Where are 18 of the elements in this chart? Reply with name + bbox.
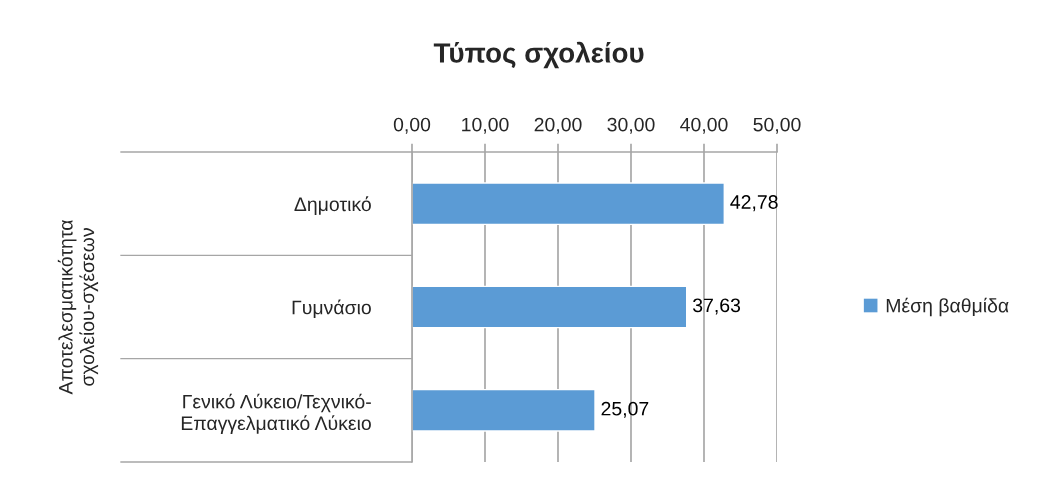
- x-tick-label: 40,00: [680, 117, 728, 134]
- data-label: 37,63: [693, 298, 741, 315]
- x-tick-label: 0,00: [393, 117, 431, 134]
- y-tick-label: Γυμνάσιο: [292, 299, 371, 318]
- y-axis-title: Αποτελεσματικότητα σχολείου-σχέσεων: [57, 220, 99, 395]
- y-tick-label: Γενικό Λύκειο/Τεχνικό-Επαγγελματικό Λύκειο: [181, 393, 371, 434]
- x-tick-label: 30,00: [607, 117, 655, 134]
- x-tick-label: 20,00: [534, 117, 582, 134]
- y-tick-label: Δημοτικό: [294, 196, 371, 216]
- data-label: 42,78: [730, 195, 778, 212]
- legend-label: Μέση βαθμίδα: [886, 297, 1009, 317]
- x-tick-label: 10,00: [462, 117, 509, 134]
- bar: [412, 388, 596, 432]
- data-label: 25,07: [601, 401, 649, 418]
- bar: [412, 182, 725, 226]
- bar: [412, 285, 688, 329]
- chart-title: Τύπος σχολείου: [433, 41, 644, 69]
- x-tick-label: 50,00: [753, 117, 801, 134]
